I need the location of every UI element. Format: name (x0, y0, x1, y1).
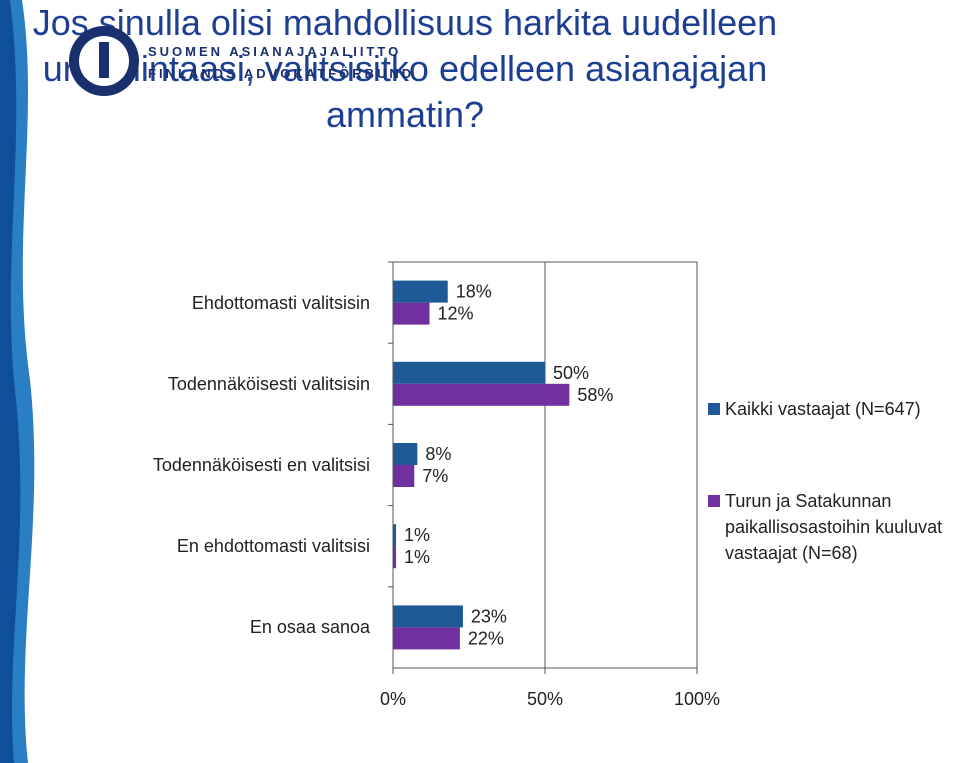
y-tick-label: En osaa sanoa (249, 617, 370, 638)
bar (393, 524, 397, 547)
bar (393, 465, 415, 487)
value-label: 18% (456, 282, 492, 302)
value-label: 8% (425, 444, 451, 464)
value-label: 50% (553, 363, 589, 383)
legend-swatch (708, 495, 720, 507)
org-name: FINLANDS ADVOKATFÖRBUND (148, 66, 415, 81)
bar (393, 361, 545, 384)
value-label: 1% (404, 547, 430, 567)
bar (393, 546, 397, 569)
bar (393, 383, 570, 406)
value-label: 1% (404, 525, 430, 545)
x-tick-label: 0% (380, 689, 406, 709)
y-tick-label: En ehdottomasti valitsisi (176, 536, 370, 557)
bar (393, 302, 430, 325)
org-name: SUOMEN ASIANAJAJALIITTO (148, 44, 402, 59)
value-label: 23% (471, 606, 507, 626)
chart-title: Jos sinulla olisi mahdollisuus harkita u… (32, 2, 778, 135)
decor-wave (0, 0, 21, 763)
legend-label: Turun ja Satakunnan paikallisosastoihin … (725, 491, 943, 563)
logo (99, 42, 109, 78)
x-tick-label: 100% (674, 689, 720, 709)
value-label: 22% (468, 628, 504, 648)
bar (393, 627, 460, 650)
y-tick-label: Todennäköisesti valitsisin (167, 373, 370, 394)
bar (393, 443, 418, 465)
y-tick-label: Todennäköisesti en valitsisi (152, 455, 370, 475)
bar (393, 280, 448, 303)
bar (393, 605, 463, 628)
y-tick-label: Ehdottomasti valitsisin (191, 292, 370, 313)
value-label: 7% (422, 466, 448, 486)
x-tick-label: 50% (527, 689, 563, 709)
legend-swatch (708, 403, 720, 415)
value-label: 12% (437, 304, 473, 324)
legend-label: Kaikki vastaajat (N=647) (725, 399, 921, 419)
value-label: 58% (577, 385, 613, 405)
